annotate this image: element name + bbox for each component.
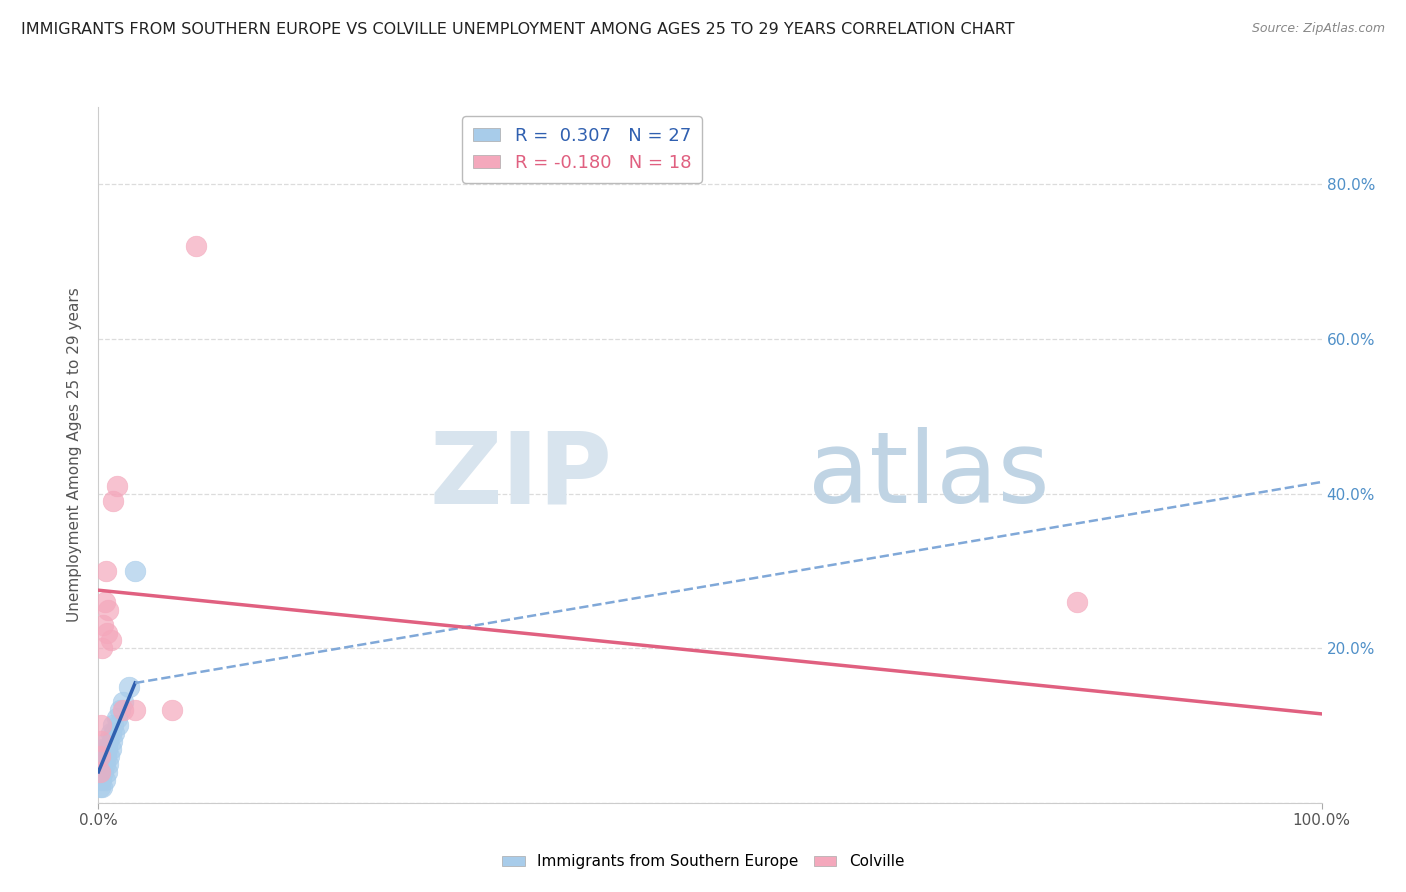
Point (103, 726, 125, 740)
Point (90, 734, 112, 748)
Point (90, 772, 112, 787)
Point (160, 703, 183, 717)
Legend: R =  0.307   N = 27, R = -0.180   N = 18: R = 0.307 N = 27, R = -0.180 N = 18 (463, 116, 702, 183)
Point (101, 718, 124, 732)
Point (91, 741, 114, 756)
Point (111, 695, 134, 709)
Point (90, 718, 112, 732)
Point (91, 618, 114, 632)
Point (100, 633, 122, 648)
Point (89, 764, 111, 779)
Text: atlas: atlas (808, 427, 1049, 524)
Point (93, 772, 115, 787)
Point (93, 595, 115, 609)
Point (1066, 595, 1088, 609)
Point (89, 780, 111, 795)
Point (89, 749, 111, 764)
Point (97, 757, 120, 772)
Point (96, 741, 118, 756)
Point (94, 564, 117, 578)
Point (91, 641, 114, 656)
Point (96, 625, 118, 640)
Point (90, 757, 112, 772)
Point (100, 741, 122, 756)
Point (100, 726, 122, 740)
Point (97, 602, 120, 616)
Point (91, 749, 114, 764)
Point (124, 564, 146, 578)
Text: Source: ZipAtlas.com: Source: ZipAtlas.com (1251, 22, 1385, 36)
Point (111, 703, 134, 717)
Point (124, 703, 146, 717)
Point (97, 734, 120, 748)
Legend: Immigrants from Southern Europe, Colville: Immigrants from Southern Europe, Colvill… (496, 848, 910, 875)
Text: ZIP: ZIP (429, 427, 612, 524)
Point (107, 718, 129, 732)
Point (91, 764, 114, 779)
Point (93, 757, 115, 772)
Point (96, 764, 118, 779)
Point (101, 494, 124, 508)
Point (110, 703, 132, 717)
Point (118, 680, 141, 694)
Text: IMMIGRANTS FROM SOUTHERN EUROPE VS COLVILLE UNEMPLOYMENT AMONG AGES 25 TO 29 YEA: IMMIGRANTS FROM SOUTHERN EUROPE VS COLVI… (21, 22, 1015, 37)
Point (105, 711, 128, 725)
Y-axis label: Unemployment Among Ages 25 to 29 years: Unemployment Among Ages 25 to 29 years (67, 287, 83, 623)
Point (91, 780, 114, 795)
Point (105, 479, 128, 493)
Point (94, 749, 117, 764)
Point (98, 749, 121, 764)
Point (101, 734, 124, 748)
Point (89, 764, 111, 779)
Point (186, 239, 208, 253)
